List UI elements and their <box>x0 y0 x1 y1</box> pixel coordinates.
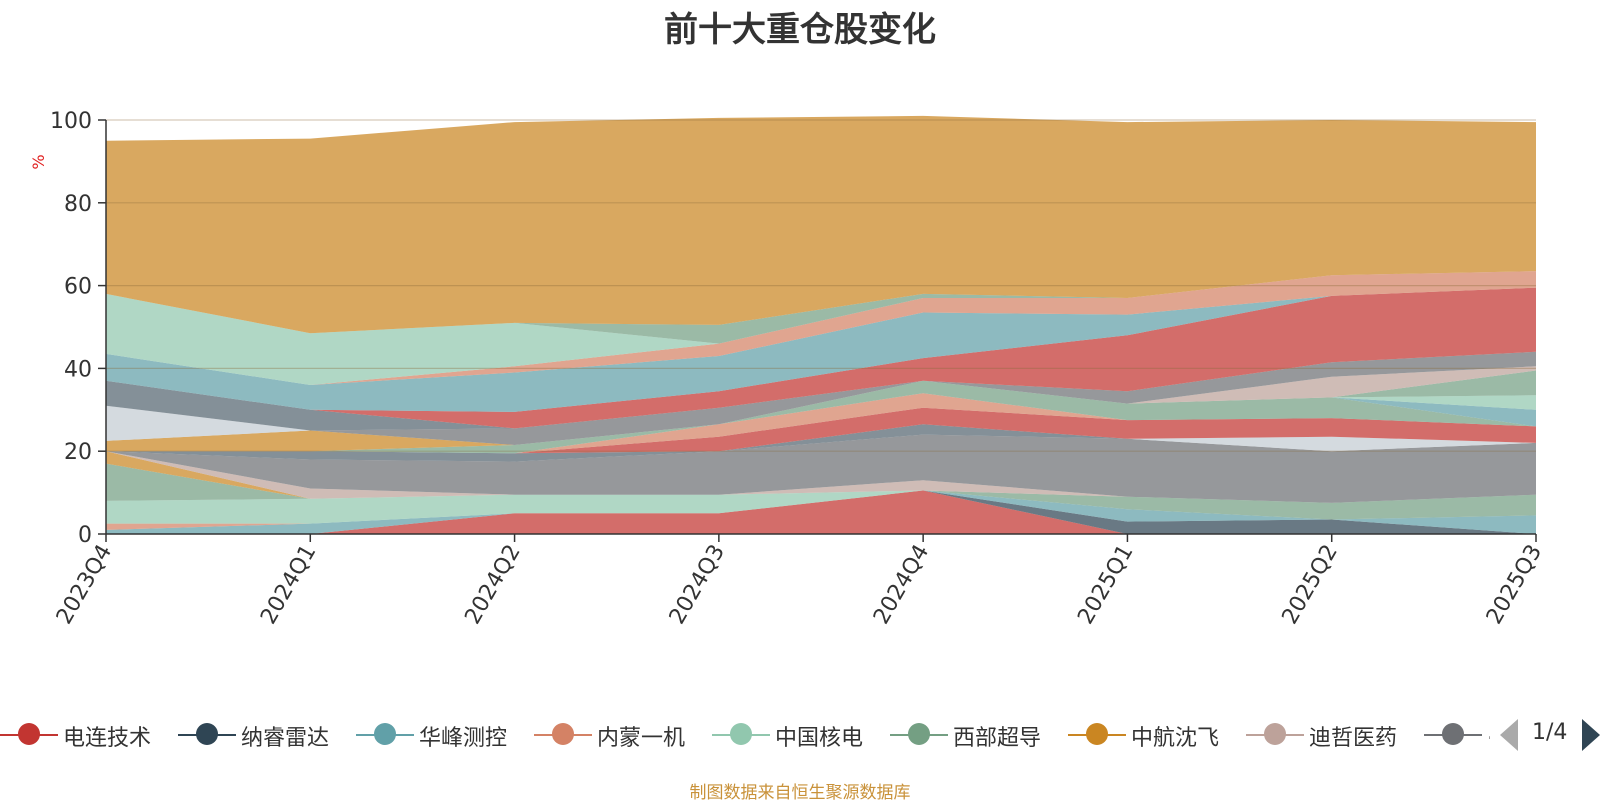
legend-item[interactable]: 西部超导 <box>890 712 1064 758</box>
y-axis-label: % <box>29 154 48 169</box>
x-tick-label: 2024Q3 <box>665 541 730 629</box>
legend-circle-icon <box>1264 723 1286 745</box>
area-series-14 <box>106 380 1536 454</box>
legend-label: 内蒙一机 <box>597 726 686 751</box>
legend-next-page-icon[interactable] <box>1582 719 1600 751</box>
legend-circle-icon <box>1442 723 1464 745</box>
legend-label: 西部超导 <box>953 726 1042 751</box>
chart-title: 前十大重仓股变化 <box>664 10 936 50</box>
y-tick-label: 0 <box>78 523 92 548</box>
gridlines <box>106 119 1536 452</box>
legend-item[interactable]: 华峰测控 <box>356 712 530 758</box>
areas-layer <box>106 115 1536 534</box>
y-tick-label: 100 <box>50 109 92 134</box>
y-tick-label: 20 <box>64 440 92 465</box>
area-series-1 <box>106 490 1536 534</box>
legend-circle-icon <box>18 723 40 745</box>
x-tick-label: 2025Q1 <box>1073 541 1138 629</box>
x-tick-label: 2024Q1 <box>256 541 321 629</box>
legend-circle-icon <box>196 723 218 745</box>
legend-label: 中航沈飞 <box>1131 726 1220 751</box>
legend-circle-icon <box>908 723 930 745</box>
area-series-3 <box>106 490 1536 534</box>
area-series-27 <box>106 271 1536 385</box>
legend-prev-page-icon[interactable] <box>1500 719 1518 751</box>
legend-circle-icon <box>730 723 752 745</box>
area-series-9 <box>106 434 1536 503</box>
area-series-22 <box>106 351 1536 441</box>
legend-item[interactable]: 中国核电 <box>712 712 886 758</box>
area-series-5 <box>106 490 1536 524</box>
area-series-11 <box>106 424 1536 454</box>
area-series-25 <box>106 287 1536 412</box>
legend-label: 中国核电 <box>775 726 864 751</box>
area-series-23 <box>106 351 1536 431</box>
legend-label: 电连技术 <box>63 726 152 751</box>
area-series-8 <box>106 451 1536 503</box>
area-series-2 <box>106 490 1536 534</box>
x-tick-label: 2025Q3 <box>1482 541 1547 629</box>
legend-item[interactable]: 电连技术 <box>0 712 174 758</box>
x-tick-label: 2024Q2 <box>460 541 525 629</box>
legend-item[interactable]: 纳睿雷达 <box>178 712 352 758</box>
area-series-20 <box>106 366 1536 445</box>
x-tick-label: 2025Q2 <box>1278 541 1343 629</box>
legend-label: … <box>1487 720 1490 745</box>
y-tick-label: 80 <box>64 192 92 217</box>
area-series-26 <box>106 271 1536 385</box>
source-note: 制图数据来自恒生聚源数据库 <box>689 783 911 803</box>
y-tick-label: 40 <box>64 357 92 382</box>
legend-item[interactable]: … <box>1424 712 1490 758</box>
area-series-18 <box>106 370 1536 452</box>
area-series-29 <box>106 115 1536 334</box>
area-series-12 <box>106 407 1536 454</box>
legend-label: 纳睿雷达 <box>241 726 330 751</box>
legend-circle-icon <box>374 723 396 745</box>
legend: 电连技术 纳睿雷达 华峰测控 内蒙一机 中国核电 西部超导 中航沈飞 迪哲医药 … <box>0 712 1490 758</box>
legend-item[interactable]: 中航沈飞 <box>1068 712 1242 758</box>
area-series-21 <box>106 351 1536 445</box>
y-tick-label: 60 <box>64 275 92 300</box>
legend-item[interactable]: 迪哲医药 <box>1246 712 1420 758</box>
legend-circle-icon <box>552 723 574 745</box>
legend-label: 迪哲医药 <box>1309 726 1398 751</box>
area-series-24 <box>106 287 1536 429</box>
legend-label: 华峰测控 <box>419 726 508 751</box>
area-series-6 <box>106 463 1536 520</box>
stacked-area-chart: 0 20 40 60 80 100 2023Q4 2024Q1 2024Q2 2024Q3 2024… <box>29 109 1547 629</box>
legend-circle-icon <box>1086 723 1108 745</box>
legend-page-indicator: 1/4 <box>1532 720 1568 745</box>
x-tick-label: 2023Q4 <box>52 541 117 629</box>
x-tick-label: 2024Q4 <box>869 541 934 629</box>
legend-pager: 1/4 <box>1498 712 1600 758</box>
legend-item[interactable]: 内蒙一机 <box>534 712 708 758</box>
